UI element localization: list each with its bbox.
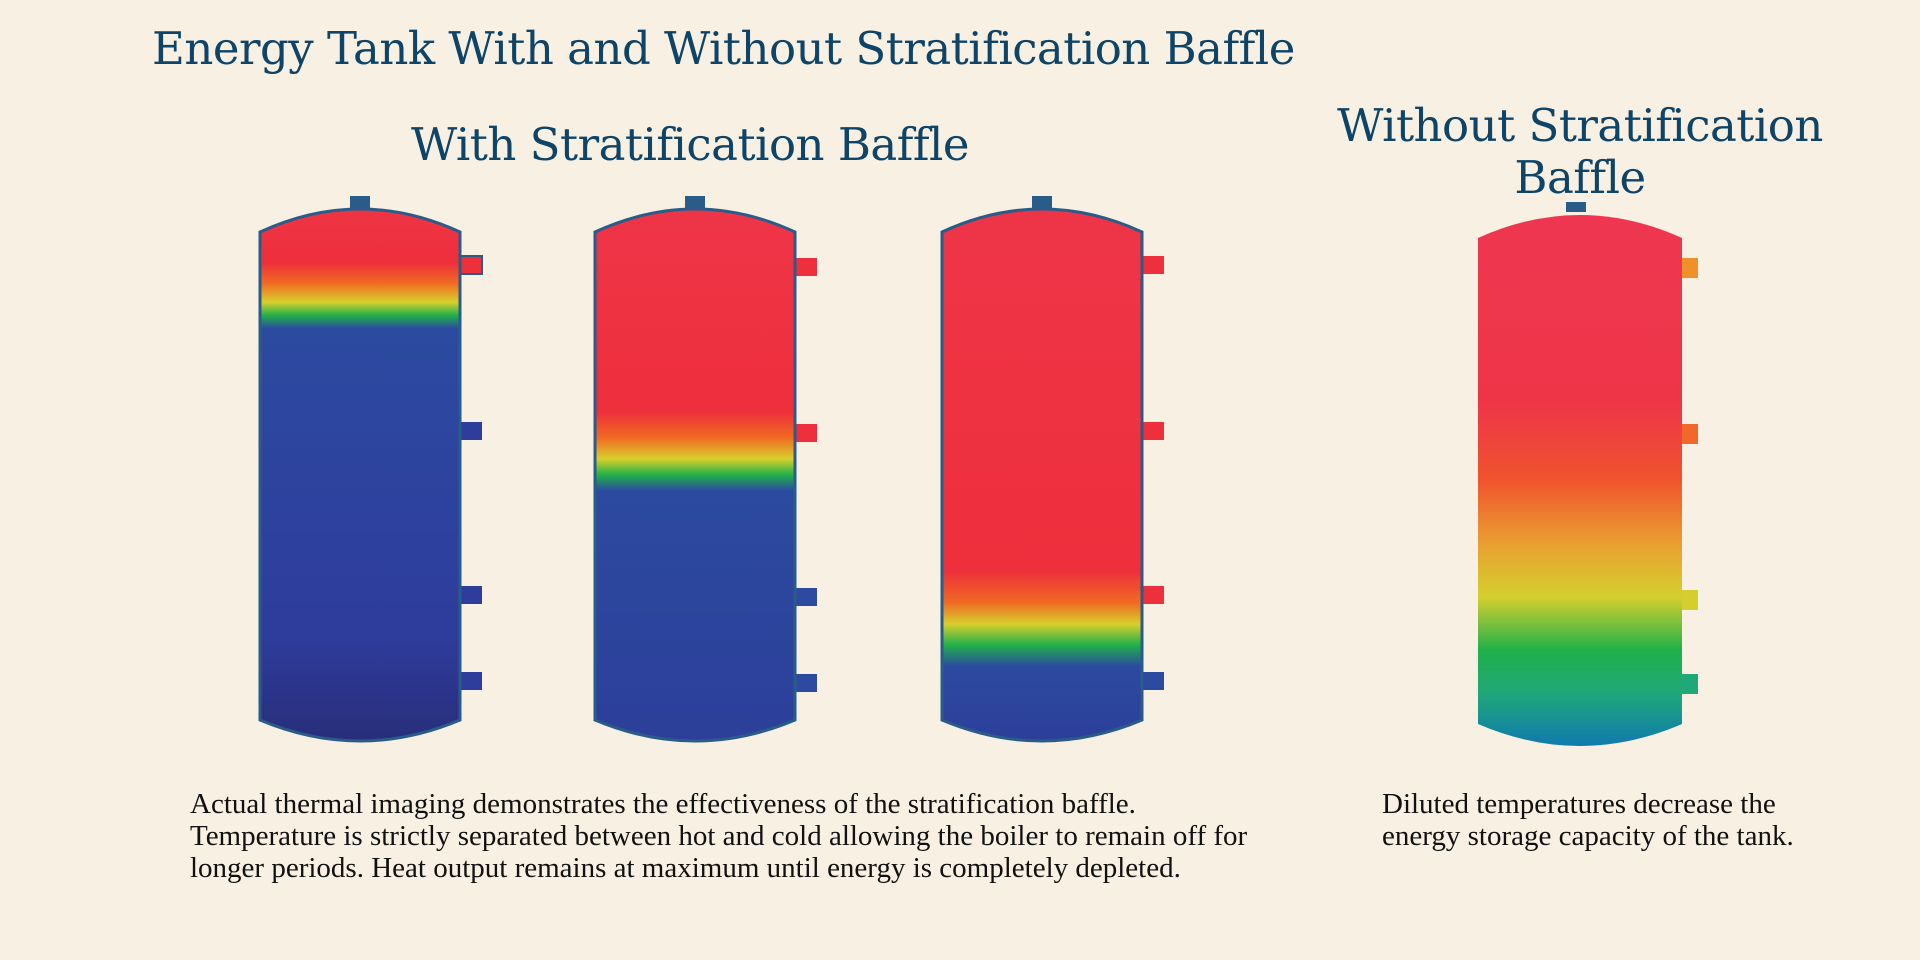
side-port-2 [1680, 424, 1698, 444]
side-port-4 [793, 674, 817, 692]
heading-with-baffle: With Stratification Baffle [410, 118, 970, 171]
top-nozzle [685, 196, 705, 210]
side-port-4 [1140, 672, 1164, 690]
side-port-1 [1680, 258, 1698, 278]
tank-body [593, 207, 797, 743]
side-port-2 [1140, 422, 1164, 440]
top-nozzle [1566, 202, 1586, 212]
side-port-3 [1140, 586, 1164, 604]
tank-with-3 [940, 196, 1164, 743]
side-port-3 [1680, 590, 1698, 610]
side-port-3 [458, 586, 482, 604]
heading-without-baffle: Without Stratification Baffle [1337, 99, 1823, 204]
top-nozzle [350, 196, 370, 210]
tank-outline [593, 196, 817, 743]
side-port-2 [458, 422, 482, 440]
tank-with-2 [593, 196, 817, 743]
tank-with-1 [258, 196, 483, 743]
side-port-2 [793, 424, 817, 442]
side-port-1 [457, 255, 483, 275]
top-nozzle [1032, 196, 1052, 210]
caption-without-baffle: Diluted temperatures decrease the energy… [1382, 788, 1794, 852]
tank-outline [940, 196, 1164, 743]
side-port-1 [793, 258, 817, 276]
tank-body [940, 207, 1144, 743]
tank-body [1478, 215, 1682, 746]
side-port-4 [1680, 674, 1698, 694]
tank-outline [1478, 202, 1698, 746]
tank-outline [258, 196, 483, 743]
page-title: Energy Tank With and Without Stratificat… [152, 22, 1295, 75]
side-port-1 [1140, 256, 1164, 274]
tank-without [1478, 202, 1698, 746]
side-port-3 [793, 588, 817, 606]
tank-body [258, 207, 462, 743]
caption-with-baffle: Actual thermal imaging demonstrates the … [190, 788, 1248, 884]
side-port-4 [458, 672, 482, 690]
